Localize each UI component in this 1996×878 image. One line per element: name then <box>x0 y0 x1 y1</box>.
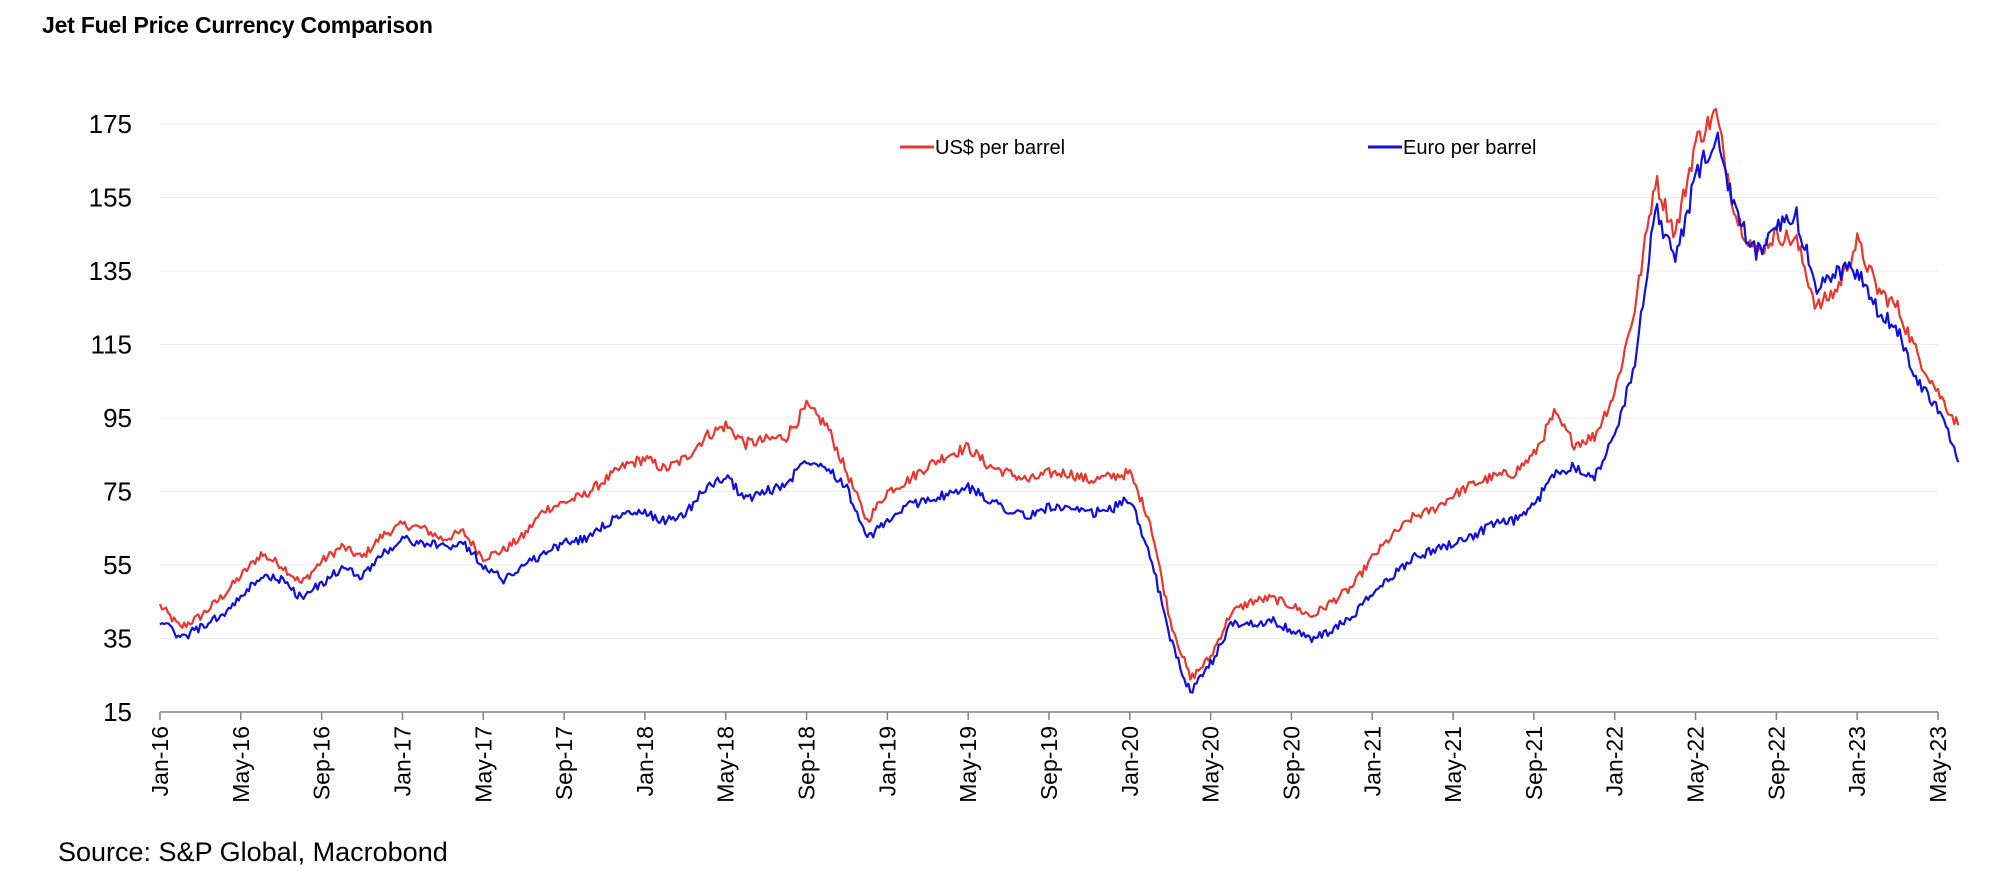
x-tick-label: May-21 <box>1440 726 1466 803</box>
x-tick-label: Sep-21 <box>1521 726 1547 800</box>
y-tick-label: 95 <box>103 403 132 433</box>
x-tick-label: Jan-21 <box>1359 726 1385 796</box>
x-tick-label: Jan-19 <box>874 726 900 796</box>
y-tick-label: 115 <box>91 330 132 360</box>
y-tick-label: 35 <box>103 624 132 654</box>
x-tick-label: Sep-17 <box>551 726 577 800</box>
y-tick-label: 15 <box>103 697 132 727</box>
x-tick-label: Sep-22 <box>1763 726 1789 800</box>
series-line-usd <box>158 107 1960 681</box>
x-tick-label: Sep-19 <box>1036 726 1062 800</box>
x-tick-label: Sep-16 <box>309 726 335 800</box>
x-tick-label: Jan-17 <box>389 726 415 796</box>
x-tick-label: May-17 <box>470 726 496 803</box>
y-tick-label: 75 <box>103 477 132 507</box>
series-lines <box>158 107 1960 694</box>
y-tick-label: 135 <box>89 256 132 286</box>
legend-label-euro: Euro per barrel <box>1403 137 1536 159</box>
y-tick-label: 175 <box>89 109 132 139</box>
legend-label-usd: US$ per barrel <box>935 137 1065 159</box>
series-line-euro <box>159 131 1960 694</box>
legend: US$ per barrel Euro per barrel <box>900 137 1536 159</box>
x-tick-label: May-16 <box>228 726 254 803</box>
x-tick-label: May-18 <box>713 726 739 803</box>
x-tick-label: Jan-23 <box>1844 726 1870 796</box>
x-tick-label: Jan-16 <box>147 726 173 796</box>
x-tick-label: May-20 <box>1198 726 1224 803</box>
x-tick-label: Sep-20 <box>1278 726 1304 800</box>
source-note: Source: S&P Global, Macrobond <box>58 837 448 867</box>
x-tick-label: Jan-20 <box>1117 726 1143 796</box>
x-tick-label: May-19 <box>955 726 981 803</box>
gridlines <box>160 123 1938 639</box>
x-tick-label: Jan-22 <box>1602 726 1628 796</box>
chart-title: Jet Fuel Price Currency Comparison <box>42 12 433 38</box>
x-tick-label: Sep-18 <box>794 726 820 800</box>
x-tick-label: May-23 <box>1925 726 1951 803</box>
y-tick-label: 155 <box>89 183 132 213</box>
x-tick-label: Jan-18 <box>632 726 658 796</box>
y-axis-tick-labels: 15 35 55 75 95 115 135 155 175 <box>89 109 132 727</box>
y-tick-label: 55 <box>103 550 132 580</box>
x-tick-label: May-22 <box>1683 726 1709 803</box>
x-axis-tick-labels: Jan-16 May-16 Sep-16 Jan-17 May-17 Sep-17 Jan-… <box>147 712 1951 803</box>
